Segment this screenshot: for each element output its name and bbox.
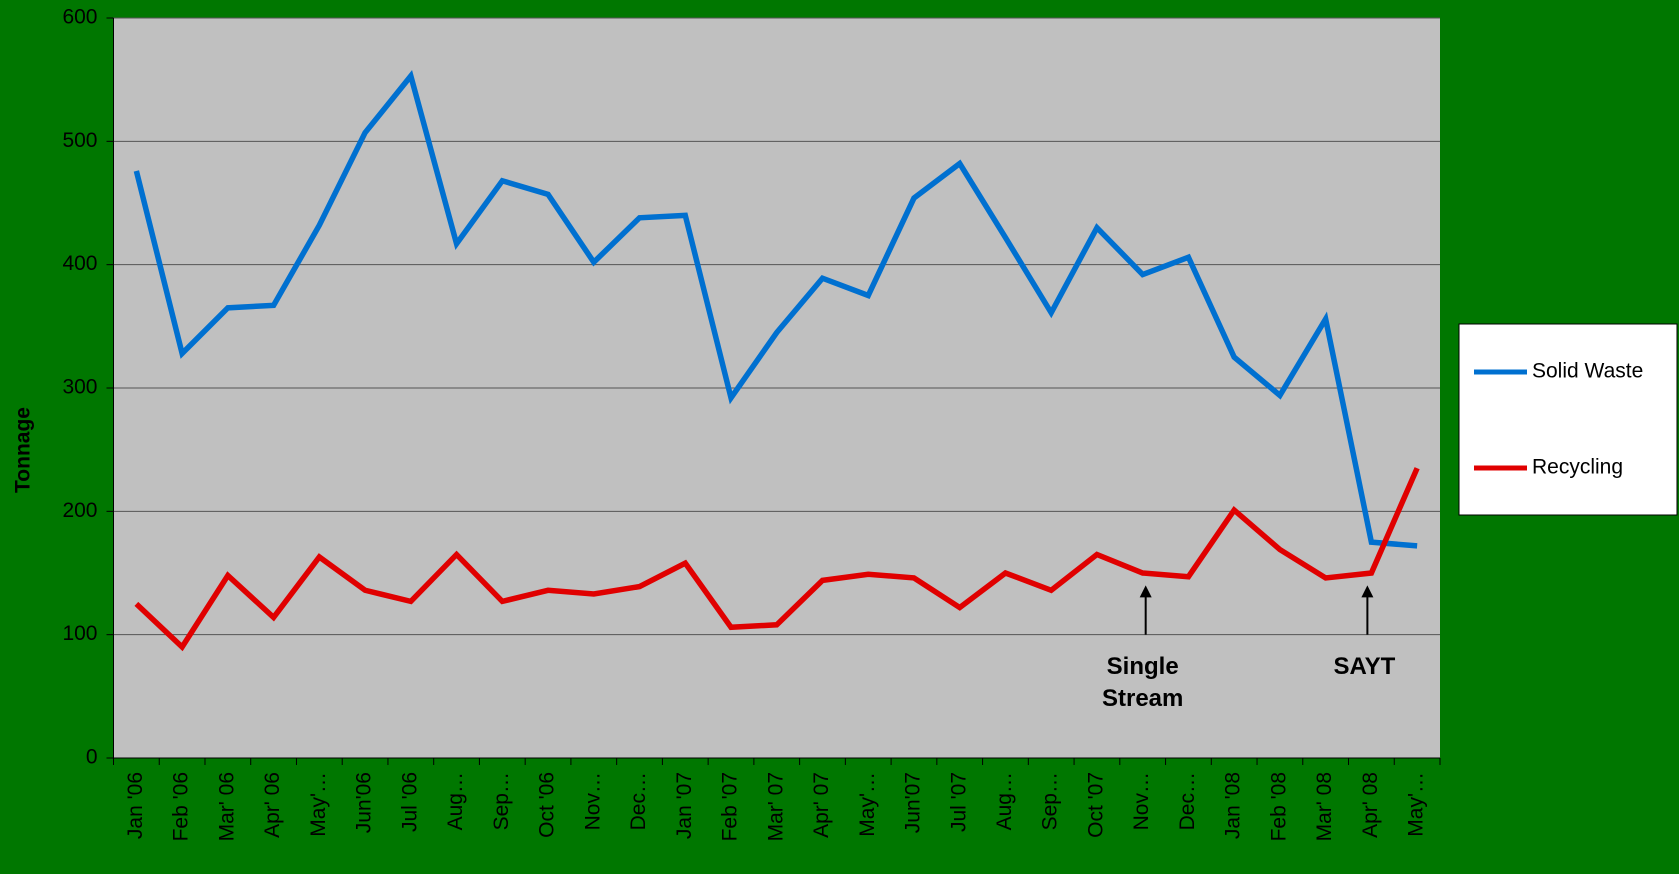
y-tick-label: 0 — [86, 746, 98, 769]
x-tick-label: Jan '06 — [124, 772, 147, 839]
x-tick-label: Apr' 08 — [1359, 772, 1382, 838]
legend — [1458, 323, 1678, 516]
y-tick-label: 200 — [62, 499, 97, 522]
y-tick-label: 400 — [62, 252, 97, 275]
x-tick-label: Sep… — [1039, 772, 1062, 830]
y-tick-label: 600 — [62, 6, 97, 29]
annotation-text: SAYT — [1333, 653, 1395, 680]
x-tick-label: Mar' 08 — [1313, 772, 1336, 841]
legend-label: Solid Waste — [1532, 360, 1643, 383]
x-tick-label: Mar' 06 — [215, 772, 238, 841]
annotation-arrowhead — [1139, 585, 1152, 598]
x-tick-label: Nov… — [1130, 772, 1153, 830]
x-tick-label: Jul '06 — [398, 772, 421, 832]
x-tick-label: Aug… — [993, 772, 1016, 830]
x-tick-label: Dec… — [1176, 772, 1199, 830]
x-tick-label: Oct '06 — [536, 772, 559, 838]
y-tick-label: 300 — [62, 376, 97, 399]
x-tick-label: Sep… — [490, 772, 513, 830]
x-tick-label: Jul '07 — [947, 772, 970, 832]
x-tick-label: Feb '08 — [1267, 772, 1290, 841]
x-tick-label: Jan '08 — [1222, 772, 1245, 839]
x-tick-label: Apr' 06 — [261, 772, 284, 838]
x-tick-label: Jan '07 — [673, 772, 696, 839]
x-tick-label: Feb '07 — [719, 772, 742, 841]
x-tick-label: Jun'07 — [902, 772, 925, 833]
x-tick-label: May'… — [1405, 772, 1428, 837]
x-tick-label: Apr' 07 — [810, 772, 833, 838]
data-line — [134, 467, 1420, 652]
y-tick-label: 100 — [62, 622, 97, 645]
x-tick-label: May'… — [856, 772, 879, 837]
annotation-text: Single — [1107, 653, 1179, 680]
legend-label: Recycling — [1532, 456, 1623, 479]
annotation-text: Stream — [1102, 685, 1183, 712]
x-tick-label: Mar' 07 — [764, 772, 787, 841]
annotation-arrowhead — [1361, 585, 1374, 598]
x-tick-label: Nov… — [581, 772, 604, 830]
x-tick-label: Dec… — [627, 772, 650, 830]
x-tick-label: Feb '06 — [170, 772, 193, 841]
y-axis-label: Tonnage — [12, 407, 35, 493]
y-tick-label: 500 — [62, 129, 97, 152]
x-tick-label: Oct '07 — [1084, 772, 1107, 838]
x-tick-label: Aug… — [444, 772, 467, 830]
x-tick-label: May'… — [307, 772, 330, 837]
x-tick-label: Jun'06 — [353, 772, 376, 833]
data-line — [133, 70, 1418, 549]
